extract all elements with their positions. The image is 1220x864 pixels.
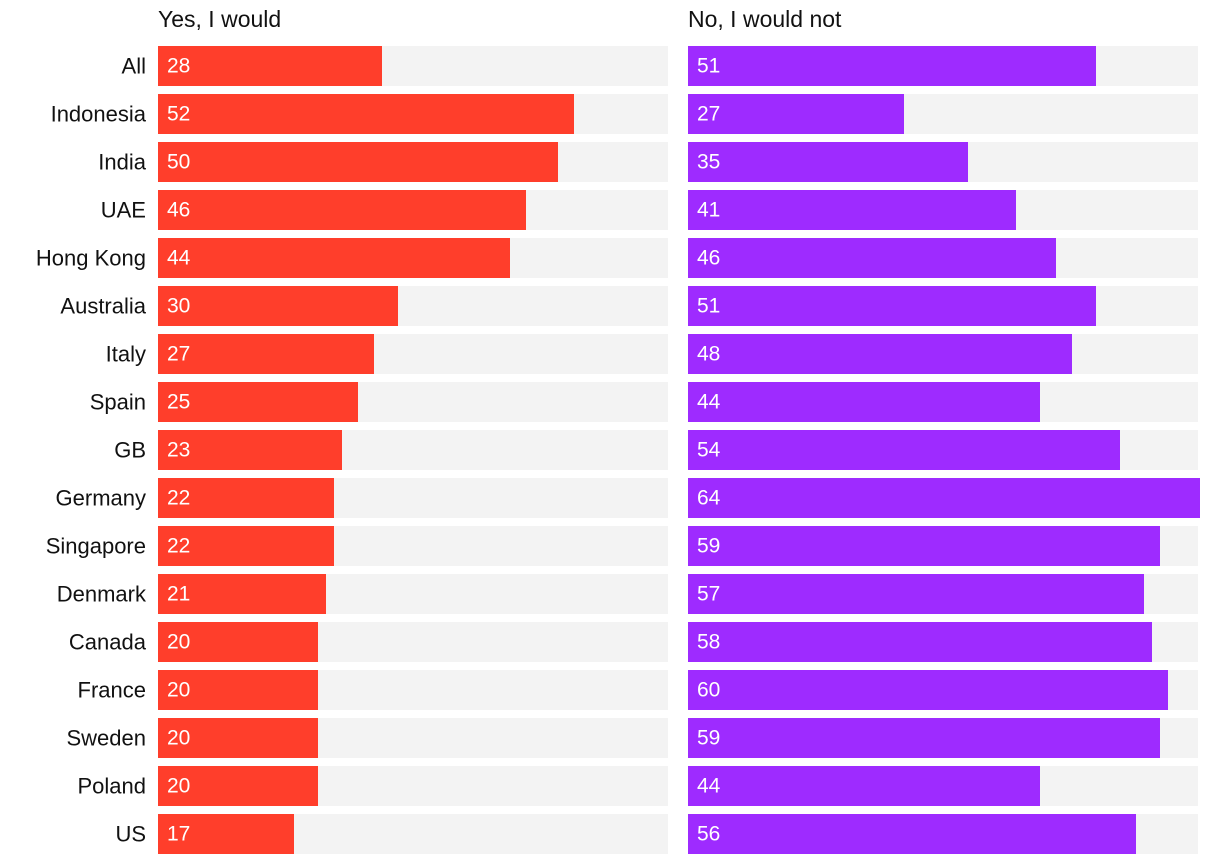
category-label: Singapore <box>46 534 146 559</box>
category-label: Germany <box>56 486 146 511</box>
bar <box>688 814 1136 854</box>
data-label: 25 <box>167 391 190 414</box>
category-label: Denmark <box>57 582 147 607</box>
data-label: 17 <box>167 823 190 846</box>
category-label: US <box>115 822 146 847</box>
category-label: Sweden <box>66 726 146 751</box>
data-label: 27 <box>167 343 190 366</box>
data-label: 57 <box>697 583 720 606</box>
bar <box>158 574 326 614</box>
data-label: 22 <box>167 487 190 510</box>
bar <box>688 46 1096 86</box>
data-label: 44 <box>697 775 721 798</box>
category-label: UAE <box>101 198 146 223</box>
data-label: 54 <box>697 439 721 462</box>
data-label: 35 <box>697 151 720 174</box>
bar <box>158 334 374 374</box>
data-label: 44 <box>697 391 721 414</box>
category-label: Italy <box>106 342 146 367</box>
data-label: 41 <box>697 199 720 222</box>
bar <box>688 238 1056 278</box>
category-label: Poland <box>77 774 146 799</box>
bar <box>158 814 294 854</box>
bar <box>688 382 1040 422</box>
bar <box>158 286 398 326</box>
bar <box>158 526 334 566</box>
bar <box>688 622 1152 662</box>
category-label: Spain <box>90 390 146 415</box>
bar <box>158 46 382 86</box>
category-label: Indonesia <box>51 102 147 127</box>
data-label: 48 <box>697 343 720 366</box>
data-label: 58 <box>697 631 720 654</box>
bar <box>158 94 574 134</box>
data-label: 20 <box>167 631 190 654</box>
data-label: 46 <box>697 247 720 270</box>
data-label: 21 <box>167 583 190 606</box>
data-label: 59 <box>697 535 720 558</box>
bar <box>158 142 558 182</box>
data-label: 20 <box>167 775 190 798</box>
data-label: 30 <box>167 295 190 318</box>
data-label: 22 <box>167 535 190 558</box>
bar <box>158 190 526 230</box>
bar <box>688 286 1096 326</box>
bar <box>688 142 968 182</box>
bar <box>158 478 334 518</box>
data-label: 27 <box>697 103 720 126</box>
category-label: Hong Kong <box>36 246 146 271</box>
category-label: GB <box>114 438 146 463</box>
bar <box>688 94 904 134</box>
data-label: 20 <box>167 727 190 750</box>
bar <box>688 526 1160 566</box>
bar <box>688 574 1144 614</box>
bar <box>688 766 1040 806</box>
category-label: Australia <box>60 294 146 319</box>
bar <box>688 334 1072 374</box>
panel-title-no: No, I would not <box>688 6 842 32</box>
category-label: India <box>98 150 146 175</box>
bar <box>158 382 358 422</box>
bar <box>688 670 1168 710</box>
data-label: 23 <box>167 439 190 462</box>
data-label: 44 <box>167 247 191 270</box>
data-label: 51 <box>697 295 720 318</box>
data-label: 51 <box>697 55 720 78</box>
bar <box>158 766 318 806</box>
data-label: 52 <box>167 103 190 126</box>
bar <box>158 670 318 710</box>
category-label: Canada <box>69 630 147 655</box>
bar <box>158 718 318 758</box>
data-label: 50 <box>167 151 190 174</box>
data-label: 28 <box>167 55 190 78</box>
data-label: 20 <box>167 679 190 702</box>
data-label: 46 <box>167 199 190 222</box>
bar <box>688 478 1200 518</box>
bar <box>158 238 510 278</box>
bar <box>688 718 1160 758</box>
data-label: 64 <box>697 487 721 510</box>
bar <box>158 622 318 662</box>
bar <box>688 430 1120 470</box>
data-label: 56 <box>697 823 720 846</box>
bar <box>158 430 342 470</box>
category-label: France <box>78 678 146 703</box>
bar <box>688 190 1016 230</box>
category-label: All <box>122 54 146 79</box>
data-label: 60 <box>697 679 720 702</box>
panel-title-yes: Yes, I would <box>158 6 282 32</box>
data-label: 59 <box>697 727 720 750</box>
